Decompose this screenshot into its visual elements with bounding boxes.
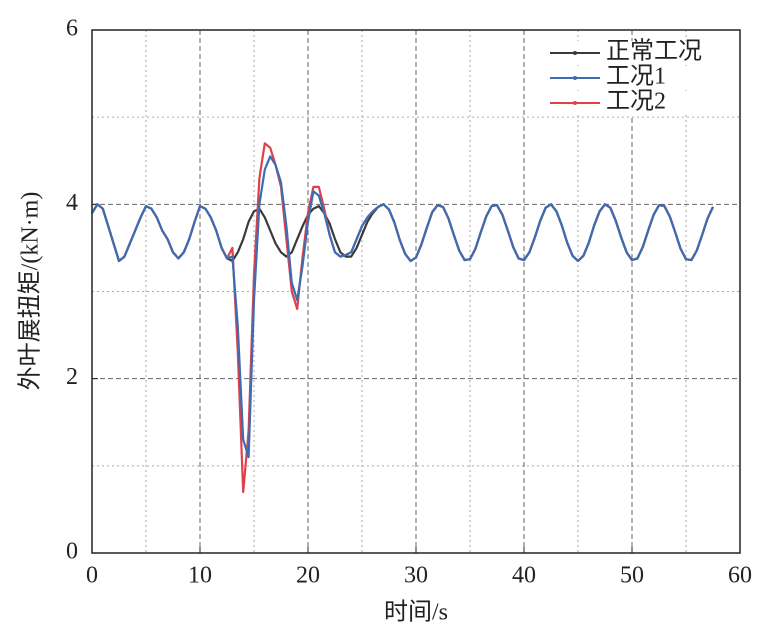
legend-label: 工况1 bbox=[606, 64, 666, 90]
x-tick-label: 30 bbox=[404, 563, 428, 589]
x-tick-label: 60 bbox=[728, 563, 752, 589]
y-tick-label: 2 bbox=[66, 364, 78, 390]
y-axis-label: 外叶展扭矩/(kN·m) bbox=[17, 192, 44, 391]
x-tick-label: 50 bbox=[620, 563, 644, 589]
legend-dot bbox=[573, 51, 577, 55]
legend-dot bbox=[573, 76, 577, 80]
y-tick-label: 4 bbox=[66, 190, 78, 216]
y-tick-label: 0 bbox=[66, 539, 78, 565]
x-tick-label: 40 bbox=[512, 563, 536, 589]
series-line bbox=[91, 142, 714, 494]
x-tick-label: 0 bbox=[86, 563, 98, 589]
series-line bbox=[91, 155, 714, 459]
y-tick-label: 6 bbox=[66, 16, 78, 42]
plot-frame bbox=[91, 29, 741, 554]
x-axis-label: 时间/s bbox=[384, 599, 448, 626]
x-tick-label: 10 bbox=[188, 563, 212, 589]
x-tick-label: 20 bbox=[296, 563, 320, 589]
legend-label: 工况2 bbox=[606, 89, 666, 115]
legend-dot bbox=[573, 101, 577, 105]
legend-label: 正常工况 bbox=[606, 38, 702, 65]
